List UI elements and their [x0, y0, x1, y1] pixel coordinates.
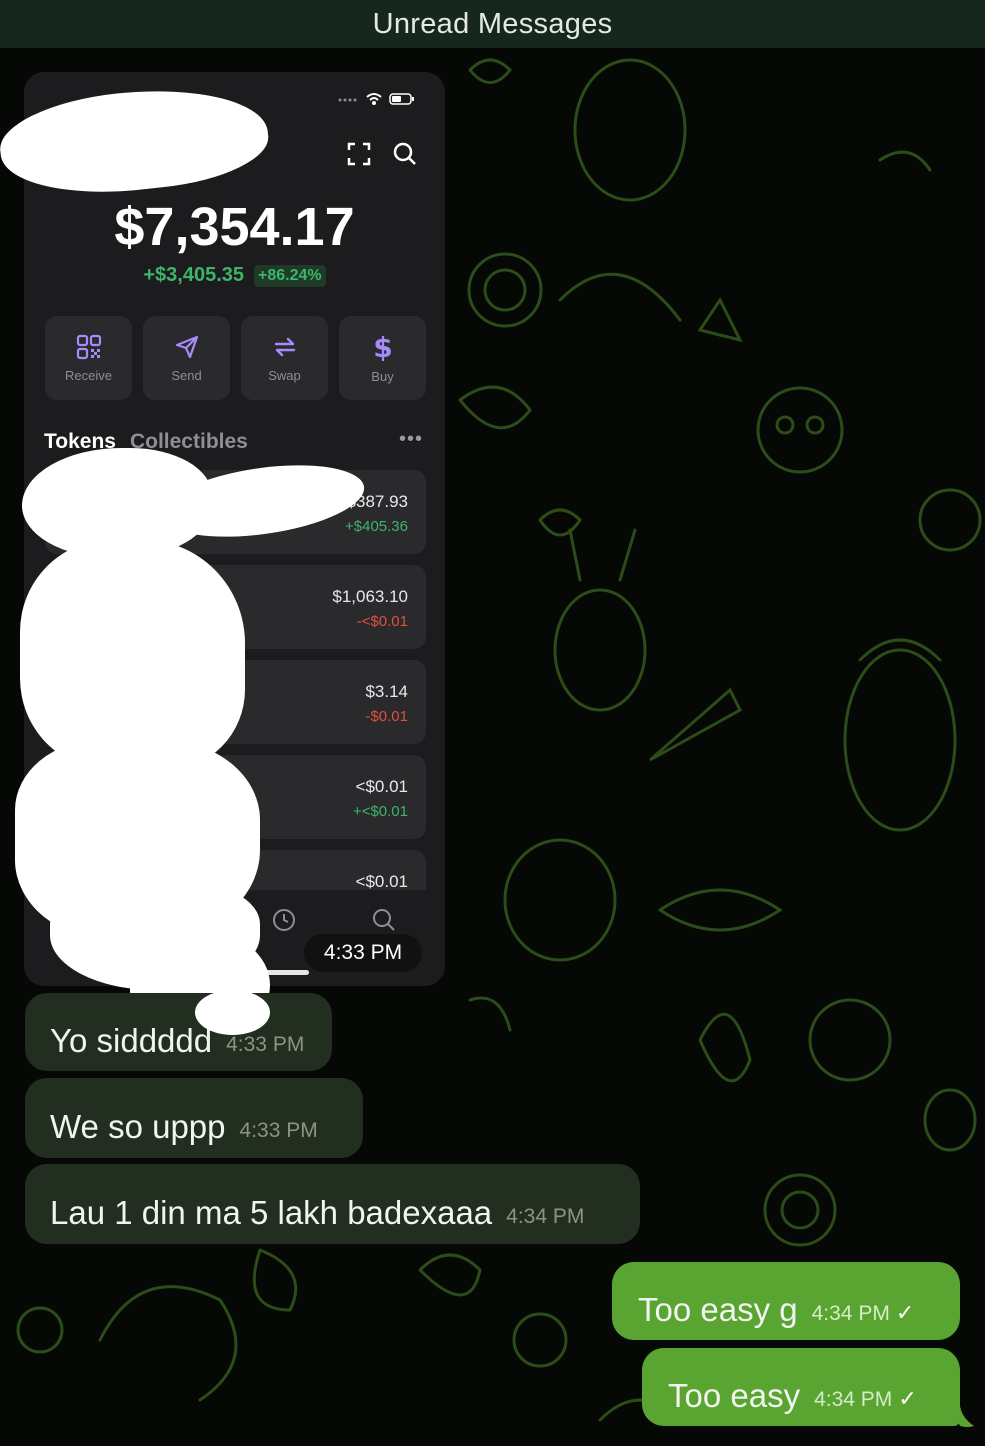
- redaction-scribble: [20, 540, 245, 770]
- swap-button[interactable]: Swap: [241, 316, 328, 400]
- send-arrow-icon: [175, 335, 198, 358]
- receive-button[interactable]: Receive: [45, 316, 132, 400]
- swap-arrows-icon: [274, 337, 295, 356]
- message-text: Yo siddddd: [50, 1022, 213, 1059]
- receive-label: Receive: [65, 367, 112, 383]
- swap-label: Swap: [268, 367, 301, 383]
- change-amount: +$3,405.35: [143, 264, 245, 286]
- send-label: Send: [171, 367, 202, 383]
- buy-button[interactable]: $ Buy: [339, 316, 426, 400]
- token-change: +<$0.01: [352, 803, 408, 820]
- balance-change: +$3,405.35 +86.24%: [24, 264, 445, 287]
- message-time: 4:34 PM: [811, 1302, 890, 1325]
- tab-tokens[interactable]: Tokens: [44, 430, 116, 453]
- banner-title: Unread Messages: [372, 7, 613, 40]
- buy-label: Buy: [371, 368, 394, 384]
- incoming-message-bubble[interactable]: We so uppp 4:33 PM: [25, 1078, 363, 1158]
- image-timestamp: 4:33 PM: [304, 934, 422, 972]
- incoming-message-bubble[interactable]: Yo siddddd 4:33 PM: [25, 993, 332, 1071]
- scan-frame-icon[interactable]: [347, 142, 371, 166]
- asset-tabs: Tokens Collectibles: [44, 430, 248, 454]
- message-text: We so uppp: [50, 1108, 226, 1145]
- search-icon[interactable]: [372, 908, 396, 932]
- message-time: 4:33 PM: [226, 1033, 305, 1056]
- cellular-icon: [338, 98, 357, 102]
- token-change: -<$0.01: [356, 613, 408, 630]
- message-time: 4:33 PM: [239, 1119, 318, 1142]
- outgoing-message-bubble[interactable]: Too easy g 4:34 PM ✓: [612, 1262, 960, 1340]
- svg-text:$: $: [373, 333, 392, 361]
- message-text: Too easy: [668, 1377, 801, 1414]
- search-icon[interactable]: [393, 142, 417, 166]
- battery-icon: [389, 93, 414, 105]
- message-time: 4:34 PM: [506, 1205, 585, 1228]
- status-bar-icons: [337, 92, 415, 106]
- token-value: $1,063.10: [332, 587, 408, 606]
- send-button[interactable]: Send: [143, 316, 230, 400]
- token-value: $3.14: [365, 682, 408, 701]
- change-percent-badge: +86.24%: [254, 264, 326, 287]
- qr-code-icon: [76, 334, 101, 359]
- token-value: <$0.01: [355, 777, 408, 796]
- message-text: Too easy g: [638, 1291, 798, 1328]
- clock-icon[interactable]: [272, 908, 296, 932]
- bubble-tail: [950, 1406, 974, 1427]
- wallet-actions: Receive Send Swap $ Buy: [45, 316, 426, 400]
- redaction-scribble: [195, 990, 270, 1035]
- tab-collectibles[interactable]: Collectibles: [129, 430, 248, 453]
- wallet-toolbar: [347, 142, 417, 166]
- more-options-icon[interactable]: •••: [398, 428, 423, 450]
- sent-check-icon: ✓: [898, 1386, 917, 1411]
- unread-messages-banner: Unread Messages: [0, 0, 985, 48]
- message-text: Lau 1 din ma 5 lakh badexaaa: [50, 1194, 493, 1231]
- dollar-icon: $: [373, 333, 392, 361]
- token-change: -$0.01: [365, 708, 408, 725]
- token-change: +$405.36: [345, 518, 408, 535]
- token-value: <$0.01: [355, 872, 408, 891]
- incoming-message-bubble[interactable]: Lau 1 din ma 5 lakh badexaaa 4:34 PM: [25, 1164, 640, 1244]
- sent-check-icon: ✓: [895, 1300, 915, 1325]
- outgoing-message-bubble[interactable]: Too easy 4:34 PM ✓: [642, 1348, 960, 1426]
- wifi-icon: [366, 93, 382, 105]
- wallet-balance: $7,354.17: [114, 197, 355, 257]
- token-value: $387.93: [346, 492, 408, 511]
- message-time: 4:34 PM: [814, 1388, 893, 1411]
